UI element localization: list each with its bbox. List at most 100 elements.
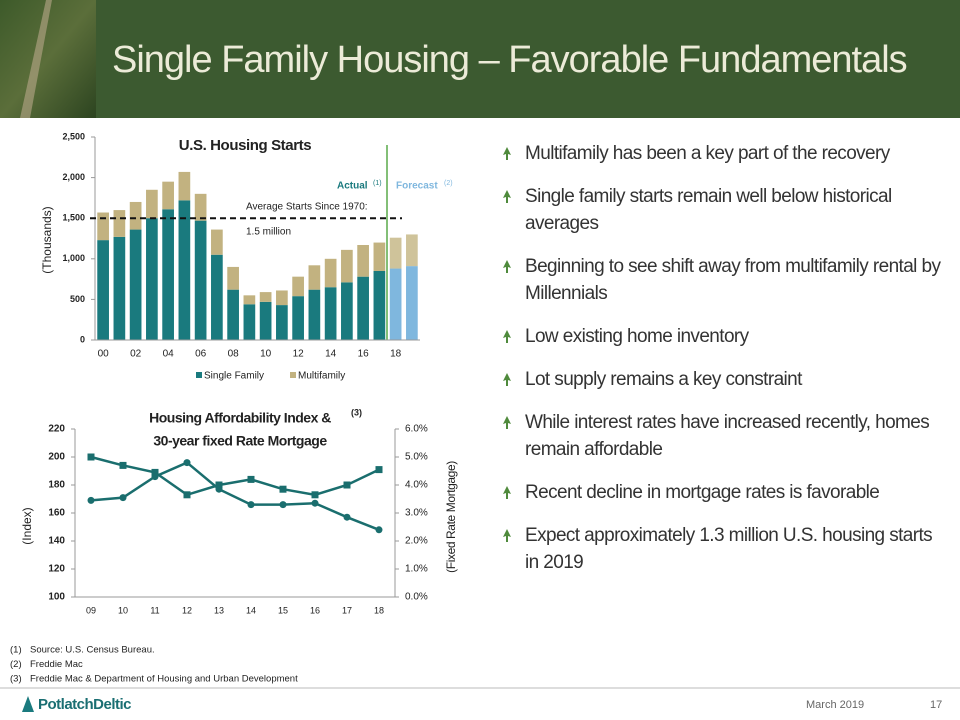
- point-marker: [183, 459, 191, 467]
- forecast-note: (2): [444, 180, 453, 187]
- x-tick-label: 02: [130, 349, 142, 360]
- bullet-text: Low existing home inventory: [525, 326, 749, 347]
- bar-segment: [341, 282, 353, 340]
- bar-segment: [259, 292, 272, 302]
- point-marker: [183, 491, 191, 499]
- x-tick-label: 14: [246, 605, 256, 615]
- footnote-marker: (2): [10, 659, 22, 670]
- x-tick-label: 06: [195, 349, 207, 360]
- y-tick-label: 1,500: [62, 213, 85, 223]
- y2-tick-label: 2.0%: [405, 536, 428, 547]
- bar-segment: [292, 296, 304, 340]
- series-line: [90, 461, 380, 531]
- bar-segment: [162, 181, 174, 210]
- footnote-text: Source: U.S. Census Bureau.: [30, 645, 155, 656]
- bar-segment: [129, 201, 142, 230]
- x-tick-label: 04: [163, 349, 175, 360]
- bullet-icon: [503, 486, 511, 499]
- housing-starts-chart: 0 500 1,000 1,500 2,000 2,500 00 02 04 06 08 10 12 14…: [40, 131, 452, 381]
- bar-segment: [146, 189, 158, 219]
- point-marker: [119, 494, 127, 502]
- bar-segment: [113, 210, 126, 237]
- bar-segment: [211, 254, 223, 340]
- bullet-icon: [503, 190, 511, 203]
- bullet-text: Single family starts remain well below h…: [525, 186, 892, 234]
- bullet-icon-shape: [503, 190, 511, 203]
- series-line: [90, 455, 380, 497]
- bullet-text: Multifamily has been a key part of the r…: [525, 143, 890, 164]
- bar-segment: [243, 304, 256, 340]
- bullet: Lot supply remains a key constraint: [500, 366, 945, 393]
- bullet-text: Lot supply remains a key constraint: [525, 369, 802, 390]
- bar-segment: [243, 295, 256, 305]
- bar-segment: [194, 220, 207, 340]
- bar-segment: [259, 301, 272, 340]
- footer: PotlatchDeltic March 2019 17 (1) Source: …: [0, 645, 960, 713]
- affordability-chart: 100 120 140 160 180 200 220 0.0% 1.0% 2.0% 3.0% 4.0…: [20, 407, 458, 615]
- bullet-text: Recent decline in mortgage rates is favo…: [525, 482, 880, 503]
- y-tick-label: 0: [80, 334, 85, 344]
- point-marker: [311, 499, 319, 507]
- bar-segment: [389, 237, 402, 269]
- bullet-icon-shape: [503, 373, 511, 386]
- y2-tick-label: 6.0%: [405, 424, 428, 435]
- actual-label: Actual: [337, 181, 368, 192]
- y-tick-label: 2,000: [62, 172, 85, 182]
- x-tick-label: 18: [374, 605, 384, 615]
- y-tick-label: 200: [48, 452, 65, 463]
- point-marker: [343, 513, 351, 521]
- y2-tick-label: 3.0%: [405, 508, 428, 519]
- point-marker: [119, 461, 127, 469]
- slide-title: Single Family Housing – Favorable Fundam…: [112, 39, 907, 81]
- y-tick-label: 2,500: [62, 131, 85, 141]
- legend-label: Single Family: [204, 371, 264, 382]
- bullet-icon-shape: [503, 529, 511, 542]
- bullet-icon: [503, 330, 511, 343]
- point-marker: [87, 453, 95, 461]
- bullet-icon: [503, 416, 511, 429]
- bullet-icon: [503, 529, 511, 542]
- y2-tick-label: 4.0%: [405, 480, 428, 491]
- chart-title-note: (3): [351, 407, 362, 417]
- bullet-text: While interest rates have increased rece…: [525, 412, 930, 460]
- bar-segment: [324, 258, 337, 288]
- bar-segment: [97, 240, 109, 340]
- point-marker: [215, 481, 223, 489]
- bar-segment: [357, 244, 369, 277]
- point-marker: [311, 491, 319, 499]
- footnote-marker: (3): [10, 674, 22, 685]
- x-tick-label: 17: [342, 605, 352, 615]
- footnote-text: Freddie Mac: [30, 659, 83, 670]
- bar-segment: [227, 266, 239, 290]
- bar-segment: [308, 265, 321, 290]
- bullet-icon: [503, 260, 511, 273]
- y-tick-label: 140: [48, 536, 65, 547]
- y-tick-label: 220: [48, 424, 65, 435]
- x-tick-label: 11: [150, 605, 159, 615]
- bar-segment: [276, 305, 288, 340]
- y-tick-label: 100: [48, 592, 65, 603]
- point-marker: [247, 475, 255, 483]
- bar-segment: [178, 200, 191, 340]
- bullet: Beginning to see shift away from multifa…: [500, 253, 945, 307]
- bar-segment: [129, 229, 142, 340]
- y-tick-label: 180: [48, 480, 65, 491]
- footnote-text: Freddie Mac & Department of Housing and …: [30, 674, 298, 685]
- footer-date: March 2019: [806, 699, 864, 711]
- reference-label: Average Starts Since 1970:: [246, 202, 368, 213]
- point-marker: [87, 496, 95, 504]
- legend-label: Multifamily: [298, 371, 345, 382]
- bar-segment: [406, 234, 418, 267]
- x-tick-label: 10: [118, 605, 128, 615]
- bullet: Multifamily has been a key part of the r…: [500, 140, 945, 167]
- bullet-icon-shape: [503, 330, 511, 343]
- x-tick-label: 12: [293, 349, 305, 360]
- bar-segment: [146, 218, 158, 340]
- logo-icon: [22, 696, 34, 712]
- legend-swatch: [196, 372, 202, 378]
- bullet-list: Multifamily has been a key part of the r…: [500, 140, 945, 592]
- bullet: Low existing home inventory: [500, 323, 945, 350]
- x-tick-label: 16: [358, 349, 370, 360]
